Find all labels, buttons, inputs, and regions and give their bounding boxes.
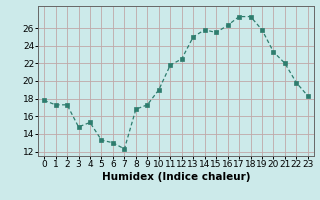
X-axis label: Humidex (Indice chaleur): Humidex (Indice chaleur) — [102, 172, 250, 182]
